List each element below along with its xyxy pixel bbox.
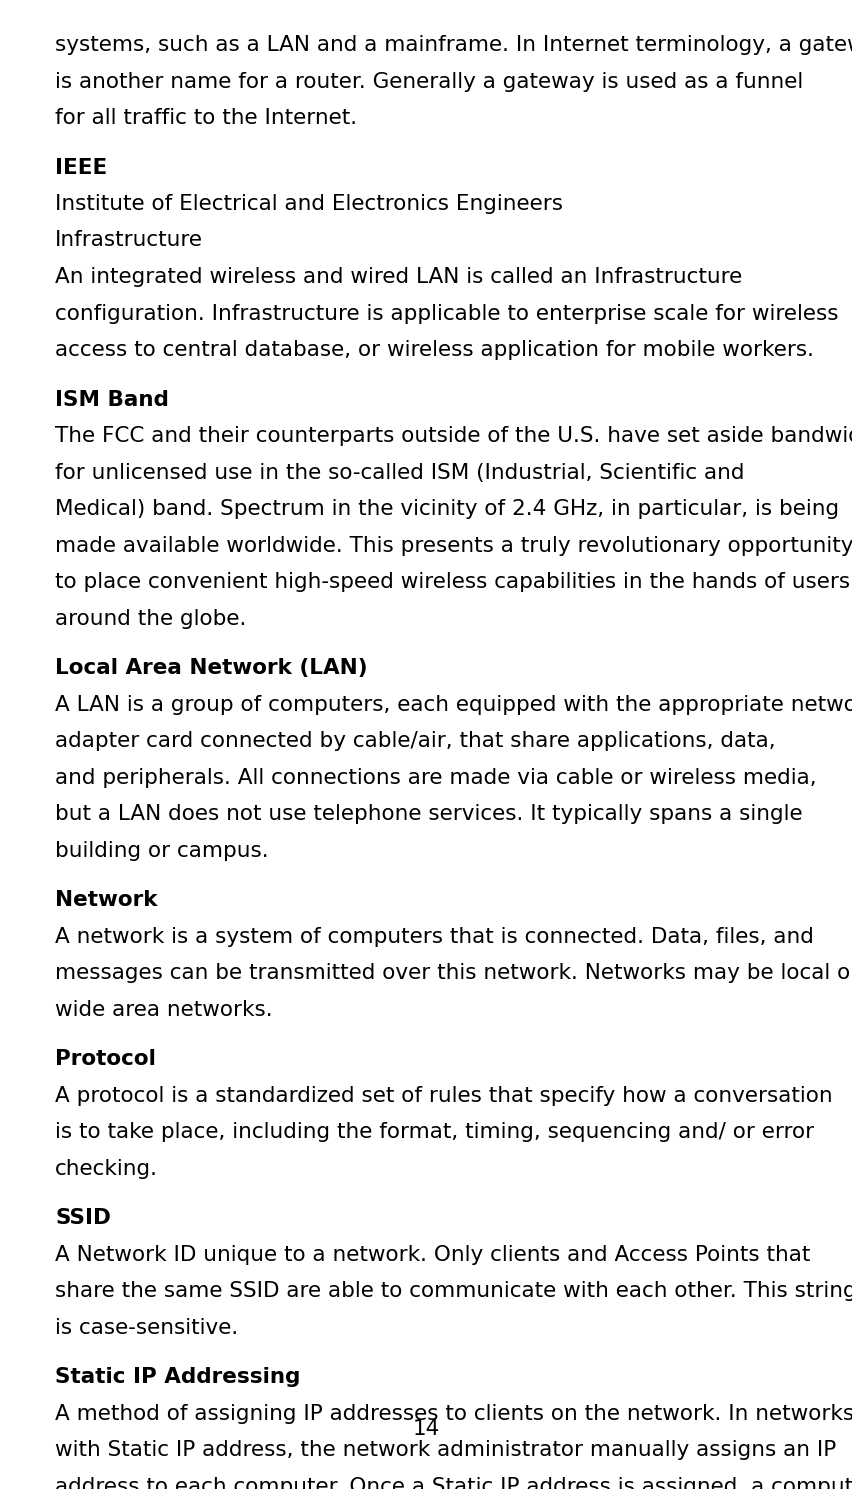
Text: is case-sensitive.: is case-sensitive.	[55, 1318, 238, 1337]
Text: IEEE: IEEE	[55, 158, 107, 177]
Text: A protocol is a standardized set of rules that specify how a conversation: A protocol is a standardized set of rule…	[55, 1085, 832, 1105]
Text: share the same SSID are able to communicate with each other. This string: share the same SSID are able to communic…	[55, 1281, 852, 1301]
Text: and peripherals. All connections are made via cable or wireless media,: and peripherals. All connections are mad…	[55, 767, 815, 788]
Text: around the globe.: around the globe.	[55, 609, 246, 628]
Text: configuration. Infrastructure is applicable to enterprise scale for wireless: configuration. Infrastructure is applica…	[55, 304, 838, 323]
Text: Institute of Electrical and Electronics Engineers: Institute of Electrical and Electronics …	[55, 194, 562, 214]
Text: A network is a system of computers that is connected. Data, files, and: A network is a system of computers that …	[55, 926, 813, 947]
Text: adapter card connected by cable/air, that share applications, data,: adapter card connected by cable/air, tha…	[55, 731, 774, 750]
Text: checking.: checking.	[55, 1158, 158, 1178]
Text: Static IP Addressing: Static IP Addressing	[55, 1367, 300, 1386]
Text: Local Area Network (LAN): Local Area Network (LAN)	[55, 658, 367, 677]
Text: Protocol: Protocol	[55, 1048, 156, 1069]
Text: SSID: SSID	[55, 1208, 111, 1228]
Text: messages can be transmitted over this network. Networks may be local or: messages can be transmitted over this ne…	[55, 963, 852, 983]
Text: The FCC and their counterparts outside of the U.S. have set aside bandwidth: The FCC and their counterparts outside o…	[55, 426, 852, 447]
Text: access to central database, or wireless application for mobile workers.: access to central database, or wireless …	[55, 339, 813, 360]
Text: building or campus.: building or campus.	[55, 840, 268, 861]
Text: address to each computer. Once a Static IP address is assigned, a computer: address to each computer. Once a Static …	[55, 1477, 852, 1489]
Text: but a LAN does not use telephone services. It typically spans a single: but a LAN does not use telephone service…	[55, 804, 802, 823]
Text: Infrastructure: Infrastructure	[55, 231, 203, 250]
Text: is another name for a router. Generally a gateway is used as a funnel: is another name for a router. Generally …	[55, 71, 803, 91]
Text: A Network ID unique to a network. Only clients and Access Points that: A Network ID unique to a network. Only c…	[55, 1245, 809, 1264]
Text: with Static IP address, the network administrator manually assigns an IP: with Static IP address, the network admi…	[55, 1440, 835, 1461]
Text: to place convenient high-speed wireless capabilities in the hands of users: to place convenient high-speed wireless …	[55, 572, 849, 593]
Text: A LAN is a group of computers, each equipped with the appropriate network: A LAN is a group of computers, each equi…	[55, 694, 852, 715]
Text: systems, such as a LAN and a mainframe. In Internet terminology, a gateway: systems, such as a LAN and a mainframe. …	[55, 36, 852, 55]
Text: Medical) band. Spectrum in the vicinity of 2.4 GHz, in particular, is being: Medical) band. Spectrum in the vicinity …	[55, 499, 838, 520]
Text: for unlicensed use in the so-called ISM (Industrial, Scientific and: for unlicensed use in the so-called ISM …	[55, 463, 744, 482]
Text: 14: 14	[412, 1419, 440, 1438]
Text: made available worldwide. This presents a truly revolutionary opportunity: made available worldwide. This presents …	[55, 536, 852, 555]
Text: Network: Network	[55, 890, 158, 910]
Text: for all traffic to the Internet.: for all traffic to the Internet.	[55, 109, 357, 128]
Text: wide area networks.: wide area networks.	[55, 999, 273, 1020]
Text: A method of assigning IP addresses to clients on the network. In networks: A method of assigning IP addresses to cl…	[55, 1404, 852, 1423]
Text: An integrated wireless and wired LAN is called an Infrastructure: An integrated wireless and wired LAN is …	[55, 267, 741, 287]
Text: is to take place, including the format, timing, sequencing and/ or error: is to take place, including the format, …	[55, 1123, 813, 1142]
Text: ISM Band: ISM Band	[55, 390, 169, 409]
